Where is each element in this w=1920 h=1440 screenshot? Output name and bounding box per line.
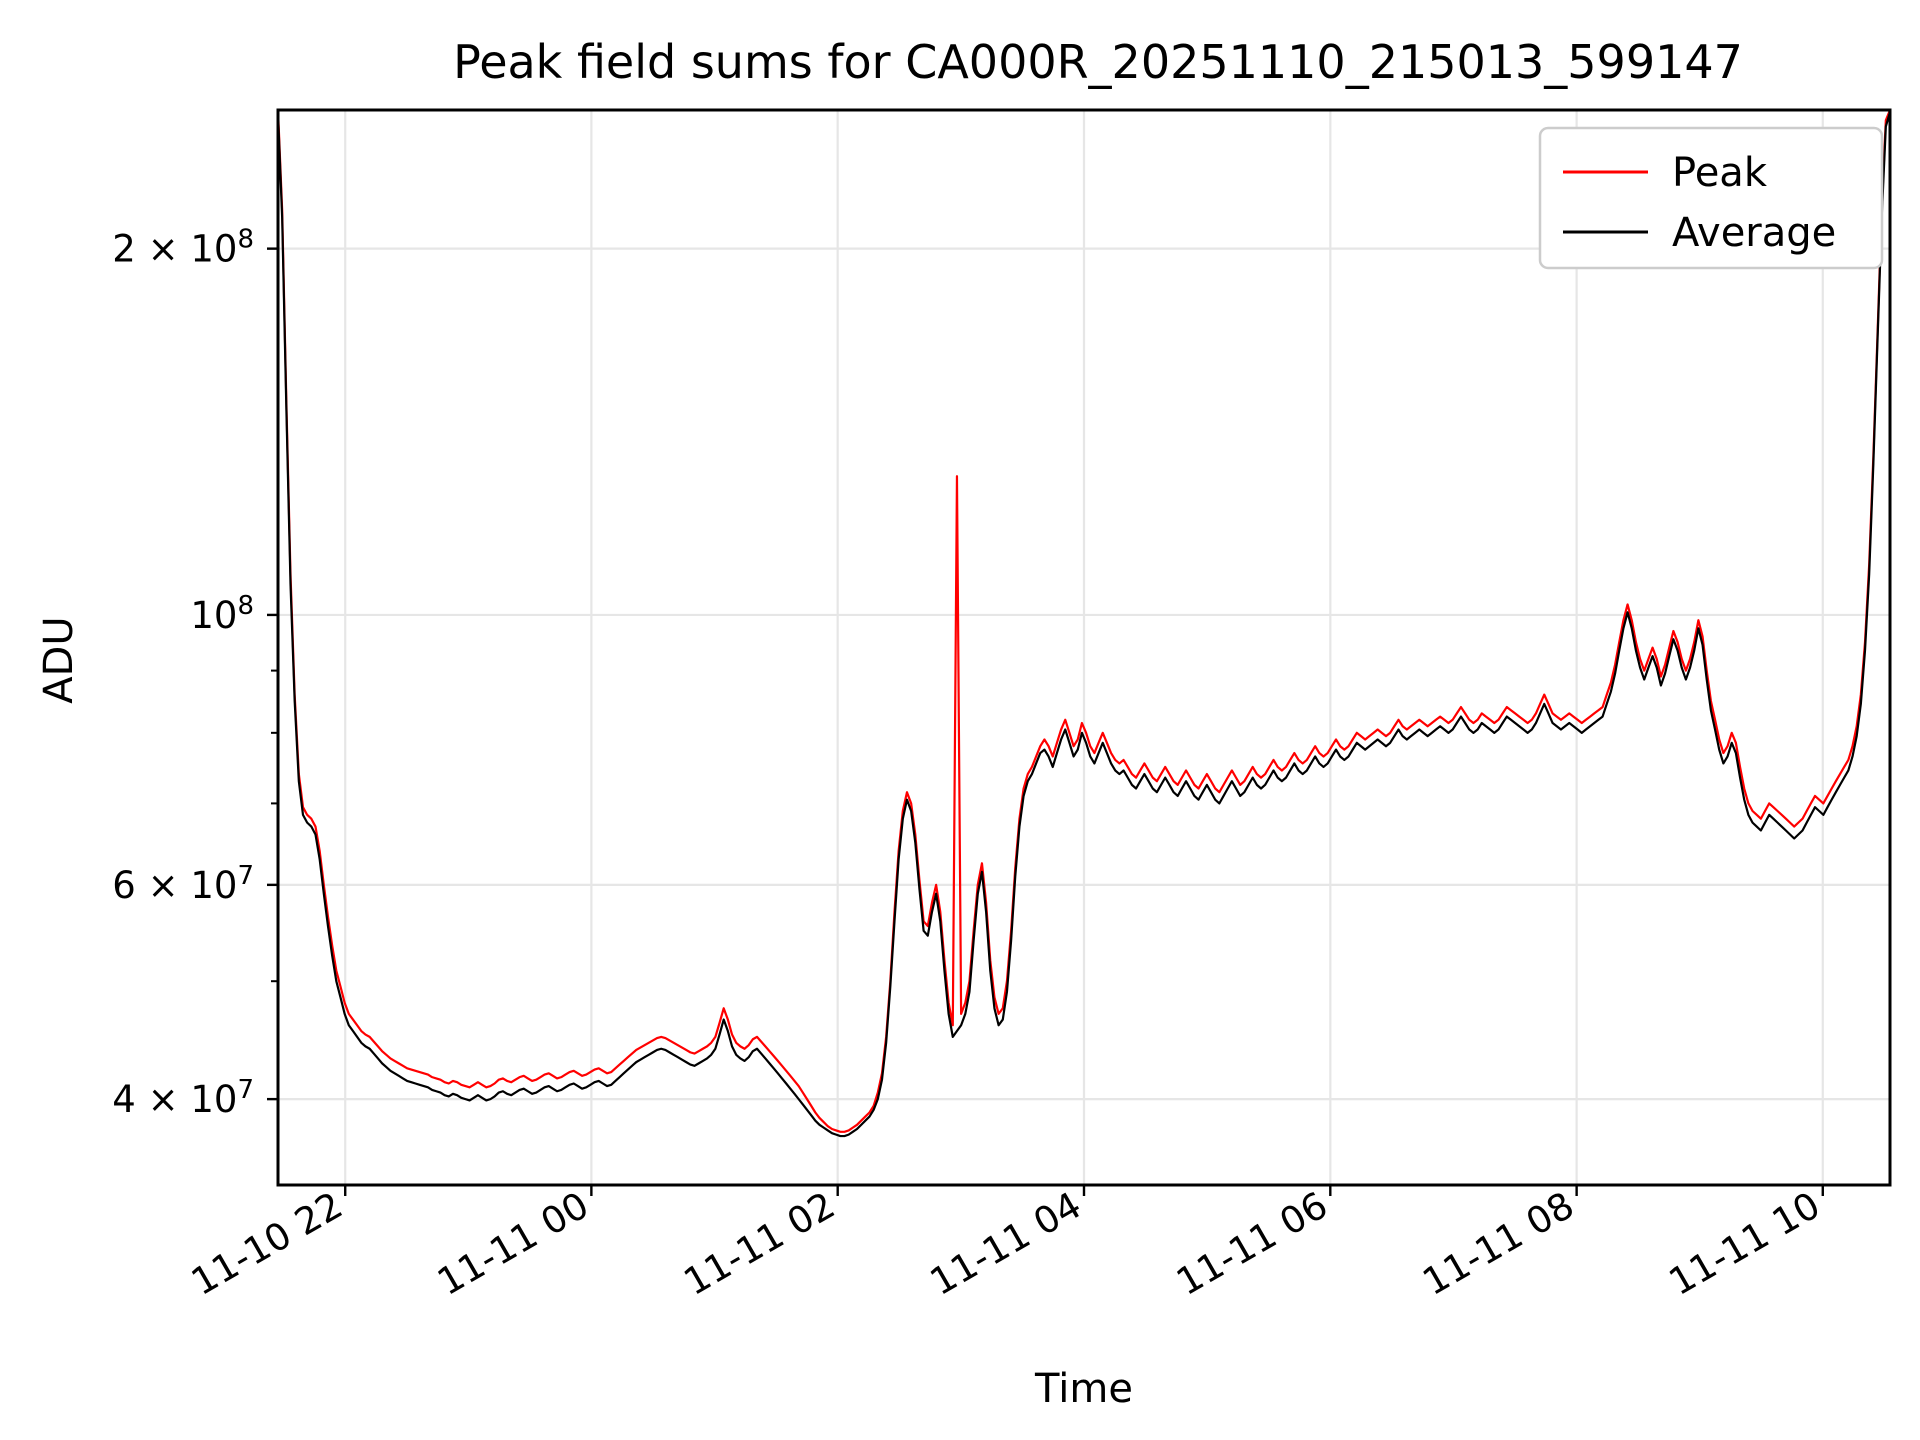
x-axis-label: Time [1034, 1366, 1133, 1412]
y-tick-label: 6 × 107 [112, 861, 254, 907]
grid-lines [278, 110, 1890, 1185]
series-line-peak [278, 110, 1890, 1133]
y-tick-label: 4 × 107 [112, 1075, 254, 1121]
plot-axes-frame [276, 108, 1892, 1187]
data-series [278, 110, 1890, 1138]
chart-legend: Peak Average [1538, 126, 1884, 270]
legend-label-peak: Peak [1672, 150, 1768, 196]
series-line-average [278, 111, 1890, 1138]
y-tick-label: 2 × 108 [112, 225, 254, 271]
chart-title: Peak field sums for CA000R_20251110_2150… [453, 35, 1743, 89]
legend-label-average: Average [1672, 210, 1836, 256]
y-axis-label: ADU [36, 616, 82, 703]
